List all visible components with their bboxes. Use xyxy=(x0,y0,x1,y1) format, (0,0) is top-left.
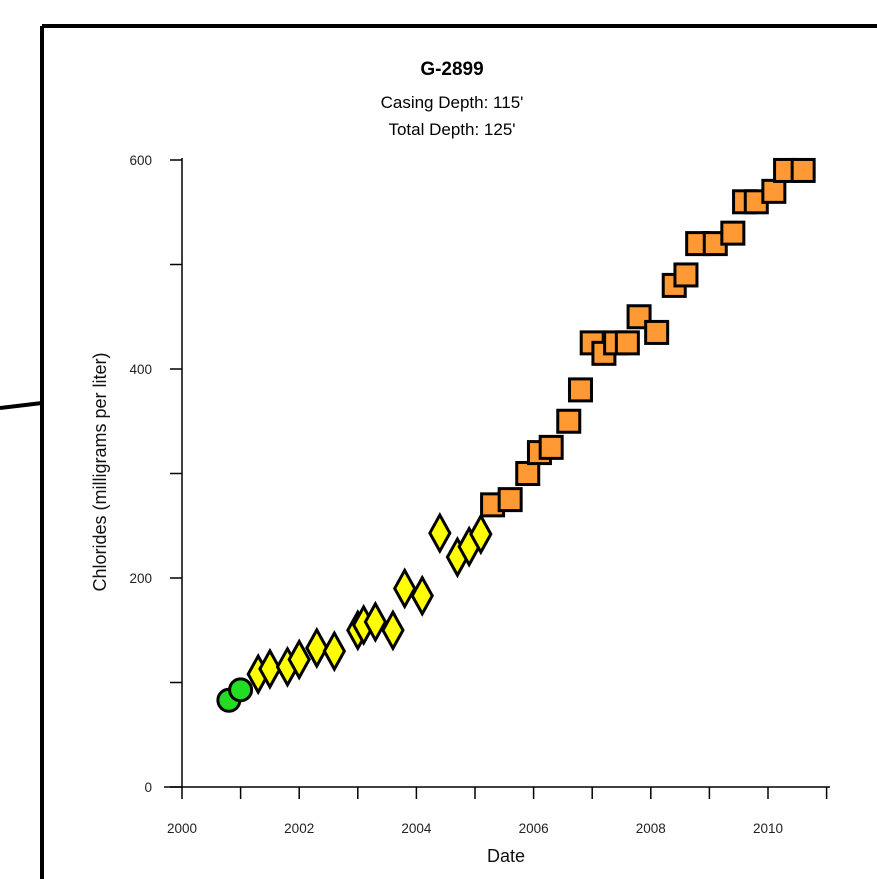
x-axis-label: Date xyxy=(487,846,525,866)
diamond-point xyxy=(395,570,415,606)
square-point xyxy=(675,264,697,286)
diamond-point xyxy=(412,578,432,614)
square-point xyxy=(558,410,580,432)
square-point xyxy=(540,436,562,458)
diamond-point xyxy=(324,633,344,669)
chart-subtitle-casing-depth: Casing Depth: 115' xyxy=(381,93,524,112)
y-tick-label: 400 xyxy=(129,362,152,377)
data-points xyxy=(218,159,814,711)
chart-title: G-2899 xyxy=(420,59,483,80)
x-tick-label: 2000 xyxy=(167,821,197,836)
circle-point xyxy=(230,679,252,701)
x-tick-label: 2004 xyxy=(401,821,432,836)
y-tick-label: 200 xyxy=(129,571,152,586)
square-point xyxy=(646,321,668,343)
y-axis-label: Chlorides (milligrams per liter) xyxy=(90,352,110,591)
y-tick-label: 0 xyxy=(144,780,152,795)
y-tick-label: 600 xyxy=(129,153,152,168)
x-axis-ticks: 2000 2002 2004 2006 2008 2010 xyxy=(167,787,827,836)
square-point xyxy=(722,222,744,244)
square-point xyxy=(616,332,638,354)
square-point xyxy=(499,489,521,511)
x-tick-label: 2006 xyxy=(519,821,549,836)
square-point xyxy=(763,180,785,202)
square-point xyxy=(792,159,814,181)
square-point xyxy=(569,379,591,401)
x-tick-label: 2010 xyxy=(753,821,783,836)
diamond-point xyxy=(430,515,450,551)
callout-leader-line xyxy=(0,403,42,408)
x-tick-label: 2008 xyxy=(636,821,666,836)
square-point xyxy=(517,463,539,485)
x-tick-label: 2002 xyxy=(284,821,314,836)
y-axis-ticks: 0 200 400 600 xyxy=(129,153,182,795)
chart-subtitle-total-depth: Total Depth: 125' xyxy=(388,120,515,139)
diamond-point xyxy=(383,612,403,648)
